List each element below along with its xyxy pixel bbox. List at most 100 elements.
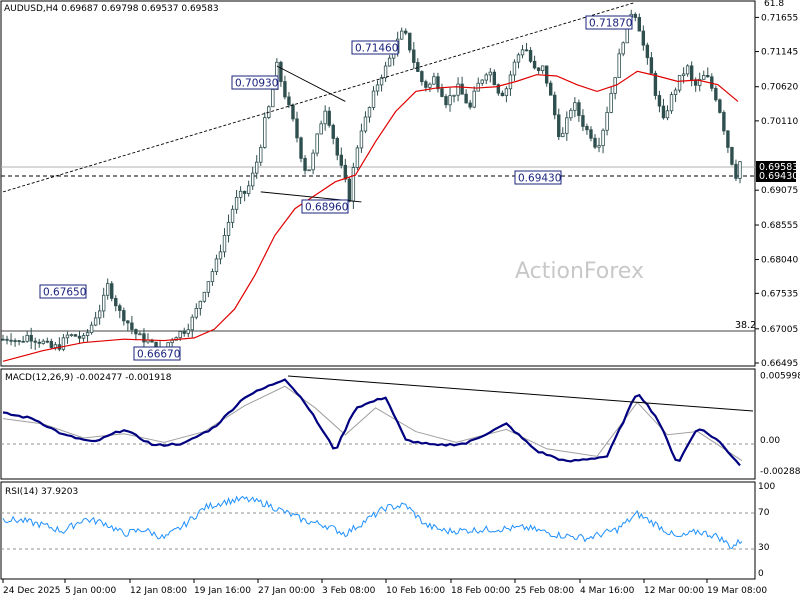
svg-text:0.70930: 0.70930 (235, 78, 278, 90)
fib-top-label: 61.8 (764, 0, 784, 9)
candle (565, 111, 569, 141)
candle (649, 52, 654, 74)
price-tick-label: 0.69075 (761, 186, 798, 196)
price-tick-label: 0.71655 (761, 13, 798, 23)
price-header: AUDUSD,H4 0.69687 0.69798 0.69537 0.6958… (4, 4, 219, 14)
candle (464, 89, 468, 104)
rsi-tick-label: 30 (758, 543, 770, 553)
candle (399, 27, 404, 40)
price-tick-label: 0.71145 (761, 48, 798, 58)
candle (327, 106, 331, 128)
rsi-tick-label: 100 (758, 482, 775, 492)
support-badge-text: 0.69430 (759, 171, 798, 182)
candle (138, 331, 142, 336)
candle (702, 70, 706, 80)
candle (226, 214, 231, 243)
candle (101, 287, 106, 318)
candle (202, 291, 207, 303)
candle (549, 80, 553, 96)
candle (524, 42, 529, 52)
candle (198, 300, 203, 316)
candle (53, 341, 58, 351)
rsi-tick-label: 70 (758, 508, 770, 518)
candle (512, 59, 517, 81)
candle (69, 333, 74, 337)
macd-signal-line (2, 385, 743, 462)
candle (118, 303, 122, 319)
candle (5, 335, 9, 345)
price-annotation: 0.70930 (231, 75, 279, 90)
candle (677, 75, 682, 93)
candle (589, 126, 593, 142)
candle (387, 55, 392, 67)
price-annotation: 0.68960 (301, 199, 349, 214)
candle (126, 320, 130, 331)
price-tick-label: 0.66495 (761, 359, 798, 369)
candle (544, 65, 549, 87)
candle (448, 87, 452, 112)
candle (738, 161, 742, 184)
candle (379, 74, 384, 92)
candle (355, 145, 360, 171)
candle (182, 327, 186, 337)
time-tick-label: 3 Feb 08:00 (322, 586, 376, 596)
candle (339, 147, 343, 169)
candle (581, 109, 585, 132)
last-price-badge-text: 0.69583 (759, 162, 798, 173)
candle (29, 327, 33, 349)
time-tick-label: 18 Feb 00:00 (451, 586, 510, 596)
candle (190, 314, 194, 338)
candle (106, 278, 110, 300)
rsi-header: RSI(14) 37.9203 (5, 487, 78, 497)
time-tick-label: 19 Jan 16:00 (194, 586, 251, 596)
rsi-pane (0, 481, 756, 580)
candle (585, 123, 589, 135)
macd-header: MACD(12,26,9) -0.002477 -0.001918 (5, 373, 172, 383)
candle (81, 332, 86, 342)
moving-average-line (2, 70, 739, 362)
candle (480, 79, 484, 86)
candle (61, 334, 66, 352)
macd-tick-label: 0.00 (760, 436, 780, 446)
candle (45, 337, 49, 344)
candle (532, 55, 537, 70)
price-annotation: 0.69430 (514, 170, 562, 185)
candle (287, 92, 291, 109)
candle (234, 190, 239, 214)
time-tick-label: 27 Jan 00:00 (258, 586, 315, 596)
candle (500, 90, 505, 97)
candle (299, 136, 303, 163)
candle (375, 80, 380, 96)
rsi-axis: 100 70 30 0 (758, 482, 775, 579)
candle (65, 331, 70, 344)
candle (383, 61, 388, 82)
candle (97, 304, 102, 325)
candle (428, 82, 432, 93)
candle (323, 105, 327, 131)
candle (77, 330, 82, 344)
time-tick-label: 5 Jan 00:00 (65, 586, 117, 596)
candle (440, 83, 444, 98)
candle (335, 136, 339, 161)
candle (41, 338, 45, 345)
svg-text:0.67650: 0.67650 (43, 287, 86, 299)
time-tick-label: 19 Mar 08:00 (707, 586, 767, 596)
candle (315, 133, 319, 157)
candle (130, 315, 134, 335)
candle (722, 110, 726, 135)
candle (222, 228, 227, 258)
candle (242, 190, 247, 202)
candle (134, 328, 138, 341)
candle (93, 311, 98, 327)
price-tick-label: 0.67535 (761, 289, 798, 299)
candle (371, 86, 376, 111)
candle (452, 94, 456, 103)
candle (210, 268, 215, 286)
candle (661, 98, 666, 120)
price-tick-label: 0.68555 (761, 221, 798, 231)
rsi-line (2, 495, 743, 550)
candle (17, 339, 21, 346)
candle (569, 107, 573, 121)
candle (122, 307, 126, 326)
candle (230, 205, 235, 228)
